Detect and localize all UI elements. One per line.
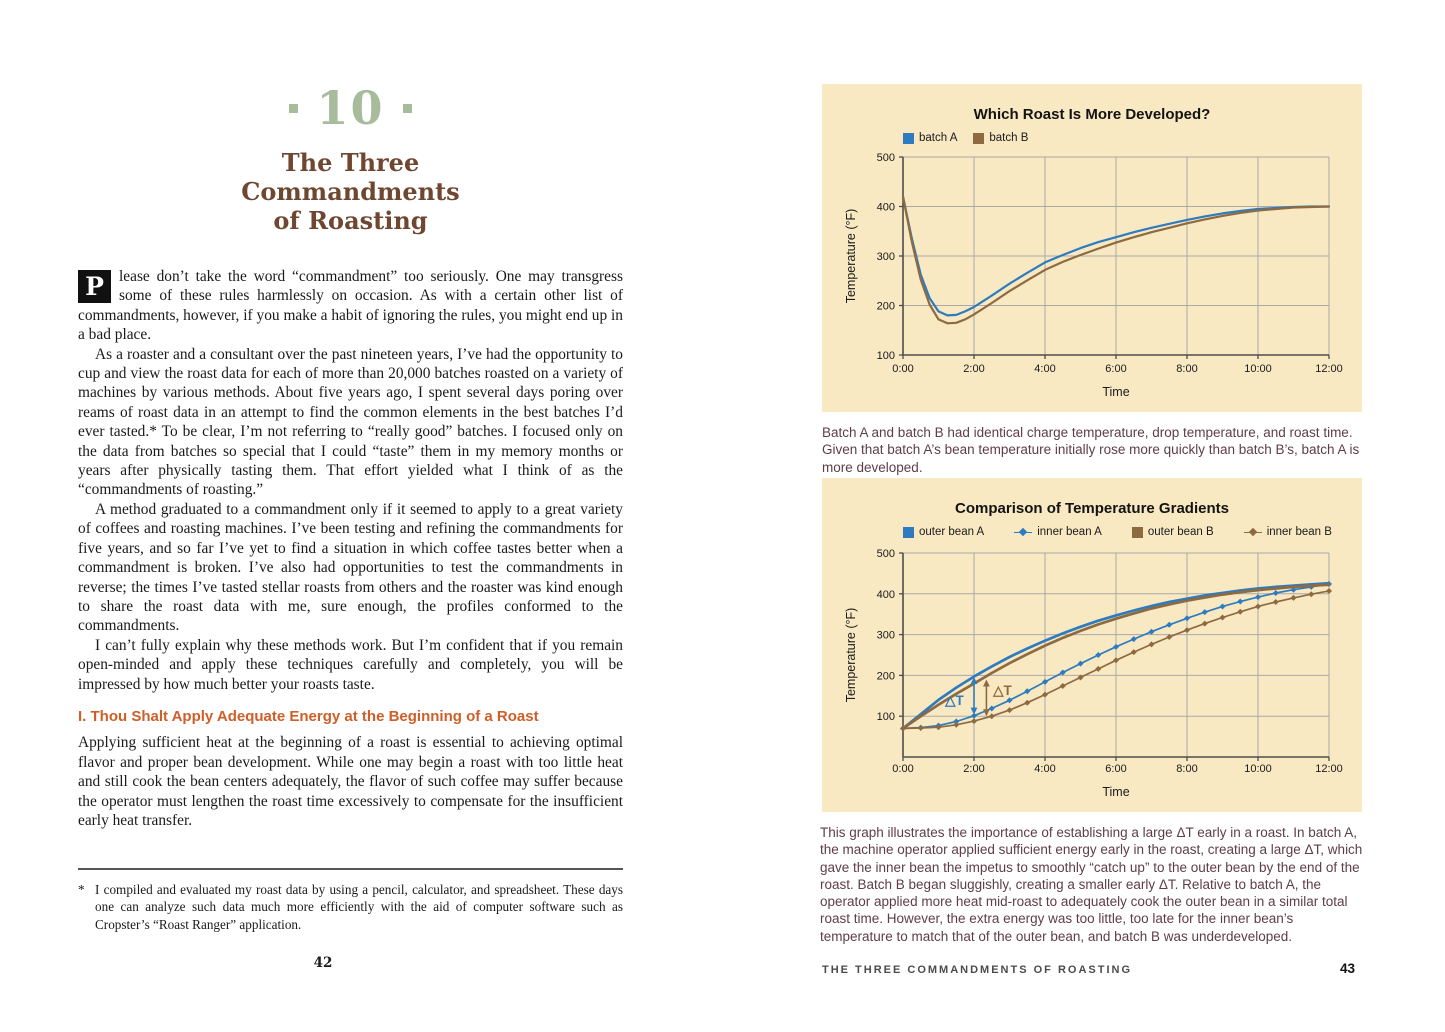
svg-text:10:00: 10:00 — [1244, 763, 1272, 775]
svg-text:12:00: 12:00 — [1315, 763, 1343, 775]
svg-text:0:00: 0:00 — [892, 763, 913, 775]
footnote-marker: * — [78, 882, 85, 897]
svg-text:400: 400 — [877, 589, 895, 601]
chapter-title: The Three Commandments of Roasting — [78, 148, 623, 235]
paragraph: A method graduated to a commandment only… — [78, 500, 623, 635]
svg-text:200: 200 — [877, 301, 895, 313]
svg-text:8:00: 8:00 — [1176, 363, 1197, 375]
line-chart-temperature-gradients: 0:00 2:00 4:00 6:00 8:00 10:00 12:00 500 400 300 2… — [844, 548, 1343, 799]
svg-text:500: 500 — [877, 152, 895, 164]
footnote: * I compiled and evaluated my roast data… — [78, 881, 623, 933]
chart-title: Which Roast Is More Developed? — [973, 106, 1211, 123]
svg-text:8:00: 8:00 — [1176, 763, 1197, 775]
svg-text:6:00: 6:00 — [1105, 763, 1126, 775]
line-chart-which-roast: 0:00 2:00 4:00 6:00 8:00 10:00 12:00 500 400 300 2… — [844, 152, 1343, 399]
paragraph-text: lease don’t take the word “commandment” … — [78, 268, 623, 344]
svg-text:100: 100 — [877, 711, 895, 723]
paragraph: Applying sufficient heat at the beginnin… — [78, 734, 623, 829]
svg-text:2:00: 2:00 — [963, 363, 984, 375]
legend-item: batch A — [903, 132, 957, 144]
chapter-title-line: of Roasting — [273, 206, 428, 235]
svg-text:400: 400 — [877, 202, 895, 214]
legend-label: outer bean A — [919, 526, 985, 538]
svg-text:△T: △T — [992, 683, 1012, 698]
svg-text:100: 100 — [877, 350, 895, 362]
svg-text:Temperature (°F): Temperature (°F) — [844, 608, 858, 703]
legend-label: batch A — [919, 132, 958, 144]
figure-caption: Batch A and batch B had identical charge… — [822, 425, 1360, 475]
chart-legend: batch A batch B — [903, 132, 1028, 144]
svg-text:Temperature (°F): Temperature (°F) — [844, 209, 858, 304]
chapter-title-line: The Three — [281, 148, 420, 177]
legend-label: inner bean B — [1266, 526, 1332, 538]
legend-diamond-swatch — [1243, 527, 1262, 538]
chart-panel-temperature-gradients: 0:00 2:00 4:00 6:00 8:00 10:00 12:00 500 400 300 2… — [822, 478, 1362, 812]
page-number-right: 43 — [1339, 961, 1355, 976]
page-number-left: 42 — [313, 955, 333, 971]
footnote-block: * I compiled and evaluated my roast data… — [78, 868, 623, 933]
chart-legend: outer bean A inner bean A outer bean B inne… — [903, 526, 1332, 538]
drop-cap: P — [78, 270, 111, 303]
legend-item: inner bean A — [1014, 526, 1102, 538]
svg-text:4:00: 4:00 — [1034, 363, 1055, 375]
section-heading: I. Thou Shalt Apply Adequate Energy at t… — [78, 707, 539, 725]
legend-diamond-swatch — [1014, 527, 1033, 538]
svg-text:10:00: 10:00 — [1244, 363, 1272, 375]
legend-item: outer bean A — [903, 526, 984, 538]
chapter-ornament-square — [402, 103, 412, 113]
svg-text:Time: Time — [1102, 385, 1129, 399]
figure-caption: This graph illustrates the importance of… — [820, 825, 1363, 944]
chapter-ornament-square — [289, 103, 299, 113]
running-footer: THE THREE COMMANDMENTS OF ROASTING 43 — [822, 961, 1355, 976]
svg-text:12:00: 12:00 — [1315, 363, 1343, 375]
legend-item: batch B — [973, 132, 1028, 144]
legend-square-swatch — [903, 132, 914, 144]
paragraph: I can’t fully explain why these methods … — [78, 636, 623, 693]
chart-panel-which-roast: 0:00 2:00 4:00 6:00 8:00 10:00 12:00 500 400 300 2… — [822, 84, 1362, 412]
legend-label: inner bean A — [1037, 526, 1102, 538]
svg-text:Time: Time — [1102, 785, 1129, 799]
footnote-text: I compiled and evaluated my roast data b… — [95, 882, 623, 932]
legend-item: inner bean B — [1243, 526, 1332, 538]
legend-label: batch B — [989, 132, 1029, 144]
legend-square-swatch — [903, 526, 914, 538]
svg-text:6:00: 6:00 — [1105, 363, 1126, 375]
svg-text:2:00: 2:00 — [963, 763, 984, 775]
svg-text:△T: △T — [944, 693, 964, 708]
footnote-divider — [78, 868, 623, 870]
svg-text:500: 500 — [877, 548, 895, 560]
svg-text:300: 300 — [877, 630, 895, 642]
chapter-number-row: 10 — [78, 80, 623, 136]
svg-text:300: 300 — [877, 251, 895, 263]
running-footer-title: THE THREE COMMANDMENTS OF ROASTING — [822, 964, 1132, 976]
chart-title: Comparison of Temperature Gradients — [955, 500, 1229, 517]
legend-square-swatch — [973, 132, 985, 144]
legend-label: outer bean B — [1147, 526, 1214, 538]
paragraph: As a roaster and a consultant over the p… — [78, 345, 623, 499]
svg-text:200: 200 — [877, 670, 895, 682]
legend-item: outer bean B — [1131, 526, 1214, 538]
chapter-number: 10 — [316, 81, 385, 135]
chapter-title-line: Commandments — [241, 177, 460, 206]
svg-text:4:00: 4:00 — [1034, 763, 1055, 775]
svg-text:0:00: 0:00 — [892, 363, 913, 375]
legend-square-swatch — [1131, 526, 1143, 538]
